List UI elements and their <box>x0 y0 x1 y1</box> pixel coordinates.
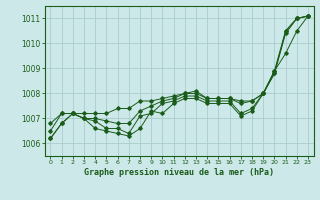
X-axis label: Graphe pression niveau de la mer (hPa): Graphe pression niveau de la mer (hPa) <box>84 168 274 177</box>
